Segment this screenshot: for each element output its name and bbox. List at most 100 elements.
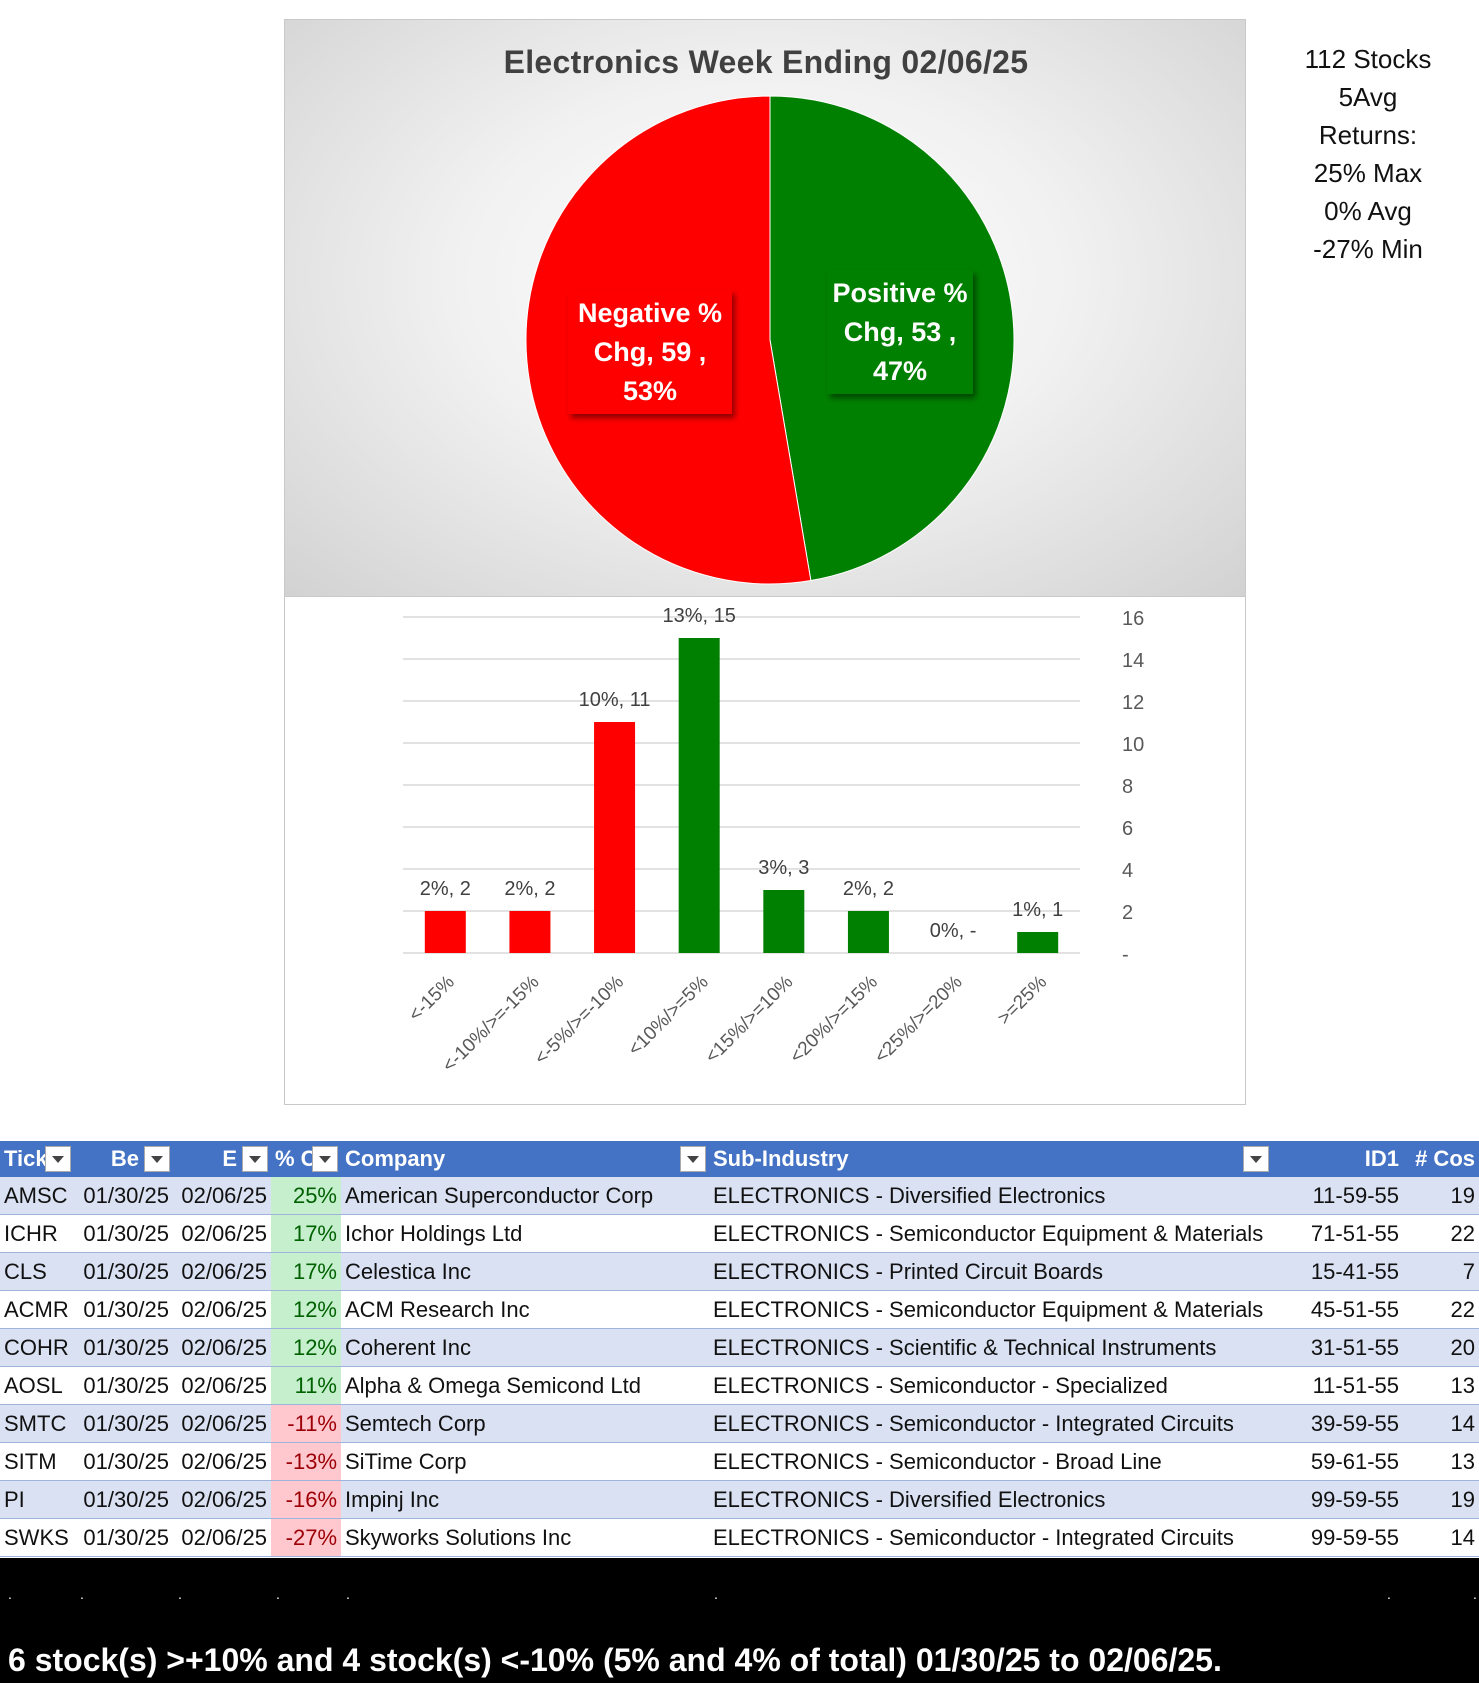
table-row[interactable]: AMSC 01/30/25 02/06/25 25% American Supercon… bbox=[0, 1177, 1479, 1215]
cell-company: Impinj Inc bbox=[341, 1480, 709, 1519]
cell-company: ACM Research Inc bbox=[341, 1290, 709, 1329]
y-tick-label: 12 bbox=[1122, 692, 1144, 714]
bar-data-label: 13%, 15 bbox=[662, 605, 735, 627]
header-label: E bbox=[222, 1146, 237, 1171]
cell-end-date: 02/06/25 bbox=[173, 1518, 271, 1557]
y-tick-label: 6 bbox=[1122, 818, 1133, 840]
x-tick-label: <10%/>=5% bbox=[624, 972, 713, 1061]
header-sub-industry[interactable]: Sub-Industry bbox=[709, 1141, 1303, 1177]
header-begin[interactable]: Be bbox=[74, 1141, 173, 1177]
x-tick-label: <15%/>=10% bbox=[701, 972, 797, 1068]
bar bbox=[847, 911, 889, 953]
cell-begin-date: 01/30/25 bbox=[74, 1252, 173, 1291]
cell-company: Celestica Inc bbox=[341, 1252, 709, 1291]
table-row[interactable]: SITM 01/30/25 02/06/25 -13% SiTime Corp ELECT… bbox=[0, 1442, 1479, 1481]
cell-id1: 15-41-55 bbox=[1303, 1252, 1403, 1291]
y-tick-label: 2 bbox=[1122, 902, 1133, 924]
header-num-cos[interactable]: # Cos bbox=[1403, 1141, 1479, 1177]
stats-line: 5Avg bbox=[1338, 82, 1398, 112]
table-row[interactable]: COHR 01/30/25 02/06/25 12% Coherent Inc ELECT… bbox=[0, 1328, 1479, 1367]
filter-dropdown-icon[interactable] bbox=[312, 1146, 338, 1172]
cell-ticker: COHR bbox=[0, 1328, 74, 1367]
footer-dot: . bbox=[80, 1586, 84, 1602]
header-company[interactable]: Company bbox=[341, 1141, 709, 1177]
table-row[interactable]: ICHR 01/30/25 02/06/25 17% Ichor Holdings Lt… bbox=[0, 1214, 1479, 1253]
x-tick-label: <20%/>=15% bbox=[786, 972, 882, 1068]
pie-label-line: 53% bbox=[623, 376, 677, 406]
table-row[interactable]: AOSL 01/30/25 02/06/25 11% Alpha & Omega Sem… bbox=[0, 1366, 1479, 1405]
x-tick-label: <-15% bbox=[405, 972, 459, 1026]
table-row[interactable]: CLS 01/30/25 02/06/25 17% Celestica Inc ELECT… bbox=[0, 1252, 1479, 1291]
cell-end-date: 02/06/25 bbox=[173, 1328, 271, 1367]
pie-label-line: Positive % bbox=[832, 278, 967, 308]
cell-pct-change: -11% bbox=[271, 1404, 341, 1443]
bar-data-label: 10%, 11 bbox=[579, 689, 651, 711]
bar-chart-panel: -2 4 6 8 10 12 14 16 2%, 2 <-15% 2%, 2 <-10%/>=-15%… bbox=[284, 597, 1246, 1105]
pie-label-line: Chg, 59 , bbox=[594, 337, 707, 367]
table-row[interactable]: SWKS 01/30/25 02/06/25 -27% Skyworks Solutio… bbox=[0, 1518, 1479, 1557]
cell-pct-change: 11% bbox=[271, 1366, 341, 1405]
cell-id1: 71-51-55 bbox=[1303, 1214, 1403, 1253]
cell-begin-date: 01/30/25 bbox=[74, 1290, 173, 1329]
bar-data-label: 2%, 2 bbox=[420, 878, 471, 900]
pie-label-negative: Negative % Chg, 59 , 53% bbox=[568, 290, 732, 414]
footer-dot: . bbox=[8, 1586, 12, 1602]
cell-company: Skyworks Solutions Inc bbox=[341, 1518, 709, 1557]
header-label: ID1 bbox=[1364, 1146, 1399, 1171]
cell-id1: 39-59-55 bbox=[1303, 1404, 1403, 1443]
x-tick-label: <25%/>=20% bbox=[871, 972, 967, 1068]
table-row[interactable]: PI 01/30/25 02/06/25 -16% Impinj Inc ELECTRON… bbox=[0, 1480, 1479, 1519]
filter-dropdown-icon[interactable] bbox=[680, 1146, 706, 1172]
cell-ticker: CLS bbox=[0, 1252, 74, 1291]
cell-end-date: 02/06/25 bbox=[173, 1290, 271, 1329]
cell-pct-change: 25% bbox=[271, 1177, 341, 1215]
cell-num-cos: 14 bbox=[1403, 1518, 1479, 1557]
header-end[interactable]: E bbox=[173, 1141, 271, 1177]
header-pct-change[interactable]: % C bbox=[271, 1141, 341, 1177]
cell-begin-date: 01/30/25 bbox=[74, 1480, 173, 1519]
bar-data-label: 2%, 2 bbox=[843, 878, 894, 900]
filter-dropdown-icon[interactable] bbox=[1243, 1146, 1269, 1172]
cell-ticker: PI bbox=[0, 1480, 74, 1519]
header-label: Be bbox=[110, 1146, 139, 1171]
y-tick-label: 8 bbox=[1122, 776, 1133, 798]
pie-label-line: Chg, 53 , bbox=[844, 317, 957, 347]
pie-label-positive: Positive % Chg, 53 , 47% bbox=[827, 270, 973, 394]
cell-id1: 11-51-55 bbox=[1303, 1366, 1403, 1405]
cell-company: Semtech Corp bbox=[341, 1404, 709, 1443]
table-row[interactable]: ACMR 01/30/25 02/06/25 12% ACM Research Inc E… bbox=[0, 1290, 1479, 1329]
cell-pct-change: -27% bbox=[271, 1518, 341, 1557]
cell-begin-date: 01/30/25 bbox=[74, 1214, 173, 1253]
cell-begin-date: 01/30/25 bbox=[74, 1177, 173, 1215]
cell-ticker: SWKS bbox=[0, 1518, 74, 1557]
table-header-row: Tick Be E % C Company Sub-Industry ID1 #… bbox=[0, 1141, 1479, 1177]
cell-begin-date: 01/30/25 bbox=[74, 1366, 173, 1405]
cell-num-cos: 14 bbox=[1403, 1404, 1479, 1443]
bar bbox=[1017, 932, 1059, 953]
header-id1[interactable]: ID1 bbox=[1303, 1141, 1403, 1177]
bar-data-label: 3%, 3 bbox=[758, 857, 809, 879]
cell-num-cos: 22 bbox=[1403, 1214, 1479, 1253]
table-row[interactable]: SMTC 01/30/25 02/06/25 -11% Semtech Corp ELEC… bbox=[0, 1404, 1479, 1443]
cell-id1: 45-51-55 bbox=[1303, 1290, 1403, 1329]
cell-pct-change: 17% bbox=[271, 1214, 341, 1253]
cell-end-date: 02/06/25 bbox=[173, 1442, 271, 1481]
bar-data-label: 0%, - bbox=[930, 920, 977, 942]
cell-ticker: AOSL bbox=[0, 1366, 74, 1405]
cell-company: SiTime Corp bbox=[341, 1442, 709, 1481]
header-ticker[interactable]: Tick bbox=[0, 1141, 74, 1177]
cell-ticker: AMSC bbox=[0, 1177, 74, 1215]
cell-sub-industry: ELECTRONICS - Semiconductor Equipment & … bbox=[709, 1214, 1303, 1253]
filter-dropdown-icon[interactable] bbox=[242, 1146, 268, 1172]
cell-sub-industry: ELECTRONICS - Scientific & Technical Ins… bbox=[709, 1328, 1303, 1367]
y-tick-label: 16 bbox=[1122, 608, 1144, 630]
filter-dropdown-icon[interactable] bbox=[45, 1146, 71, 1172]
y-tick-label: - bbox=[1122, 944, 1129, 966]
cell-ticker: SMTC bbox=[0, 1404, 74, 1443]
bar bbox=[424, 911, 466, 953]
cell-begin-date: 01/30/25 bbox=[74, 1518, 173, 1557]
stats-line: Returns: bbox=[1318, 120, 1418, 150]
filter-dropdown-icon[interactable] bbox=[144, 1146, 170, 1172]
pie-chart-panel: Electronics Week Ending 02/06/25 Positiv… bbox=[284, 19, 1246, 597]
x-tick-label: <-5%/>=-10% bbox=[531, 972, 628, 1069]
